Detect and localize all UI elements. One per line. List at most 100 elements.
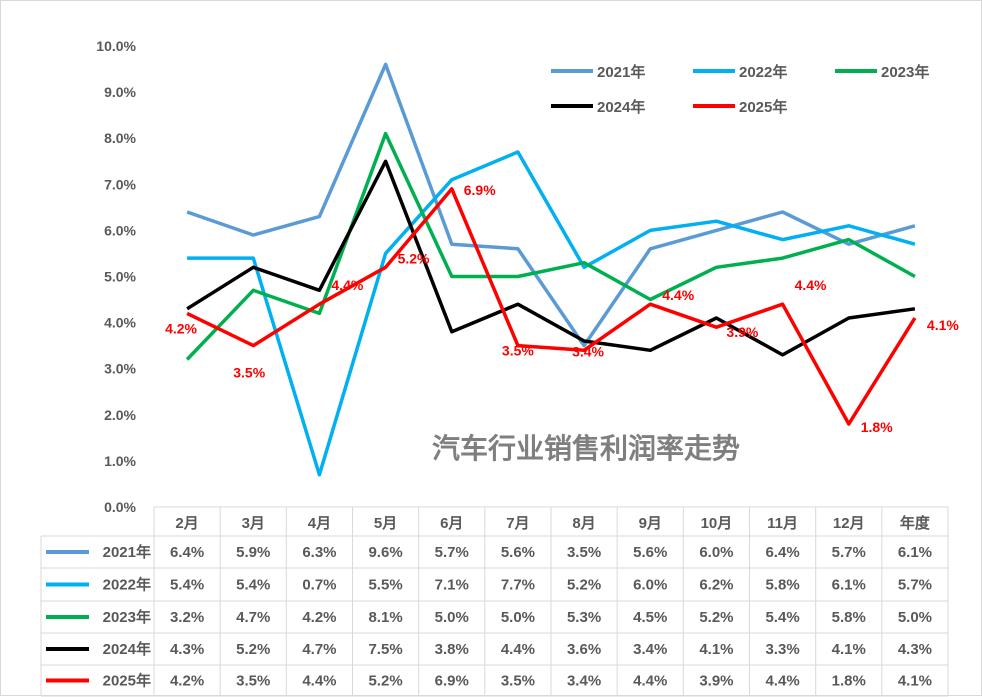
- y-tick-label: 8.0%: [104, 130, 136, 146]
- table-cell: 0.7%: [302, 577, 336, 594]
- legend-label: 2022年: [739, 63, 787, 81]
- table-cell: 5.8%: [832, 609, 866, 626]
- y-tick-label: 4.0%: [104, 315, 136, 331]
- table-cell: 4.2%: [302, 609, 336, 626]
- table-cell: 4.3%: [170, 641, 204, 658]
- legend-label: 2021年: [597, 63, 645, 81]
- table-series-name: 2023年: [103, 608, 151, 626]
- table-cell: 5.0%: [501, 609, 535, 626]
- table-cell: 6.4%: [170, 544, 204, 561]
- table-cell: 4.7%: [302, 641, 336, 658]
- data-label: 5.2%: [398, 250, 430, 266]
- table-cell: 3.5%: [501, 673, 535, 690]
- table-cell: 5.6%: [501, 544, 535, 561]
- data-label: 4.1%: [927, 317, 959, 333]
- table-cell: 4.4%: [633, 673, 667, 690]
- table-cell: 5.7%: [898, 577, 932, 594]
- table-cell: 5.2%: [567, 577, 601, 594]
- table-cell: 4.4%: [302, 673, 336, 690]
- y-tick-label: 2.0%: [104, 407, 136, 423]
- table-cell: 5.2%: [699, 609, 733, 626]
- table-cell: 3.9%: [699, 673, 733, 690]
- table-cell: 3.4%: [567, 673, 601, 690]
- data-label: 6.9%: [464, 182, 496, 198]
- table-cell: 4.1%: [898, 673, 932, 690]
- category-label: 8月: [572, 515, 595, 532]
- table-cell: 5.9%: [236, 544, 270, 561]
- legend-label: 2024年: [597, 98, 645, 116]
- y-tick-label: 7.0%: [104, 176, 136, 192]
- category-label: 12月: [833, 515, 865, 532]
- category-label: 2月: [175, 515, 198, 532]
- table-cell: 5.0%: [435, 609, 469, 626]
- table-cell: 5.4%: [236, 577, 270, 594]
- table-cell: 5.3%: [567, 609, 601, 626]
- table-cell: 1.8%: [832, 673, 866, 690]
- table-cell: 4.5%: [633, 609, 667, 626]
- table-series-name: 2025年: [103, 672, 151, 690]
- category-label: 7月: [506, 515, 529, 532]
- table-cell: 5.6%: [633, 544, 667, 561]
- series-line: [186, 187, 917, 426]
- table-cell: 5.4%: [765, 609, 799, 626]
- table-cell: 7.7%: [501, 577, 535, 594]
- table-cell: 4.1%: [699, 641, 733, 658]
- data-label: 4.4%: [331, 277, 363, 293]
- table-cell: 4.7%: [236, 609, 270, 626]
- table-cell: 9.6%: [368, 544, 402, 561]
- y-tick-label: 3.0%: [104, 361, 136, 377]
- y-tick-label: 1.0%: [104, 453, 136, 469]
- legend-label: 2025年: [739, 98, 787, 116]
- table-cell: 4.4%: [501, 641, 535, 658]
- series-line: [186, 62, 916, 348]
- table-cell: 4.2%: [170, 673, 204, 690]
- y-tick-label: 9.0%: [104, 84, 136, 100]
- data-label: 3.9%: [726, 324, 758, 340]
- chart-title: 汽车行业销售利润率走势: [432, 432, 740, 465]
- category-label: 9月: [639, 515, 662, 532]
- category-label: 6月: [440, 515, 463, 532]
- table-cell: 5.0%: [898, 609, 932, 626]
- data-label: 4.2%: [165, 320, 197, 336]
- table-cell: 3.5%: [236, 673, 270, 690]
- table-cell: 4.1%: [832, 641, 866, 658]
- table-series-name: 2022年: [103, 576, 151, 594]
- category-label: 年度: [900, 514, 931, 532]
- category-label: 10月: [701, 515, 733, 532]
- category-label: 3月: [242, 515, 265, 532]
- legend-label: 2023年: [881, 63, 929, 81]
- table-cell: 5.5%: [368, 577, 402, 594]
- table-cell: 3.5%: [567, 544, 601, 561]
- table-cell: 7.5%: [368, 641, 402, 658]
- series-line: [186, 159, 916, 357]
- table-cell: 5.7%: [435, 544, 469, 561]
- category-label: 5月: [374, 515, 397, 532]
- data-label: 1.8%: [861, 419, 893, 435]
- data-label: 3.5%: [502, 343, 534, 359]
- table-cell: 6.1%: [898, 544, 932, 561]
- table-cell: 6.0%: [699, 544, 733, 561]
- table-series-name: 2021年: [103, 543, 151, 561]
- table-cell: 3.6%: [567, 641, 601, 658]
- y-tick-label: 10.0%: [96, 38, 136, 54]
- table-cell: 5.7%: [832, 544, 866, 561]
- y-tick-label: 5.0%: [104, 269, 136, 285]
- table-cell: 3.4%: [633, 641, 667, 658]
- table-cell: 6.3%: [302, 544, 336, 561]
- series-line: [187, 150, 916, 477]
- data-label: 3.4%: [572, 343, 604, 359]
- y-tick-label: 0.0%: [104, 499, 136, 515]
- table-cell: 5.2%: [236, 641, 270, 658]
- table-series-name: 2024年: [103, 640, 151, 658]
- data-label: 4.4%: [662, 287, 694, 303]
- table-cell: 6.9%: [435, 673, 469, 690]
- table-cell: 3.8%: [435, 641, 469, 658]
- table-cell: 6.2%: [699, 577, 733, 594]
- table-cell: 6.4%: [765, 544, 799, 561]
- table-cell: 5.2%: [368, 673, 402, 690]
- table-cell: 4.3%: [898, 641, 932, 658]
- table-cell: 6.1%: [832, 577, 866, 594]
- table-cell: 6.0%: [633, 577, 667, 594]
- table-cell: 5.4%: [170, 577, 204, 594]
